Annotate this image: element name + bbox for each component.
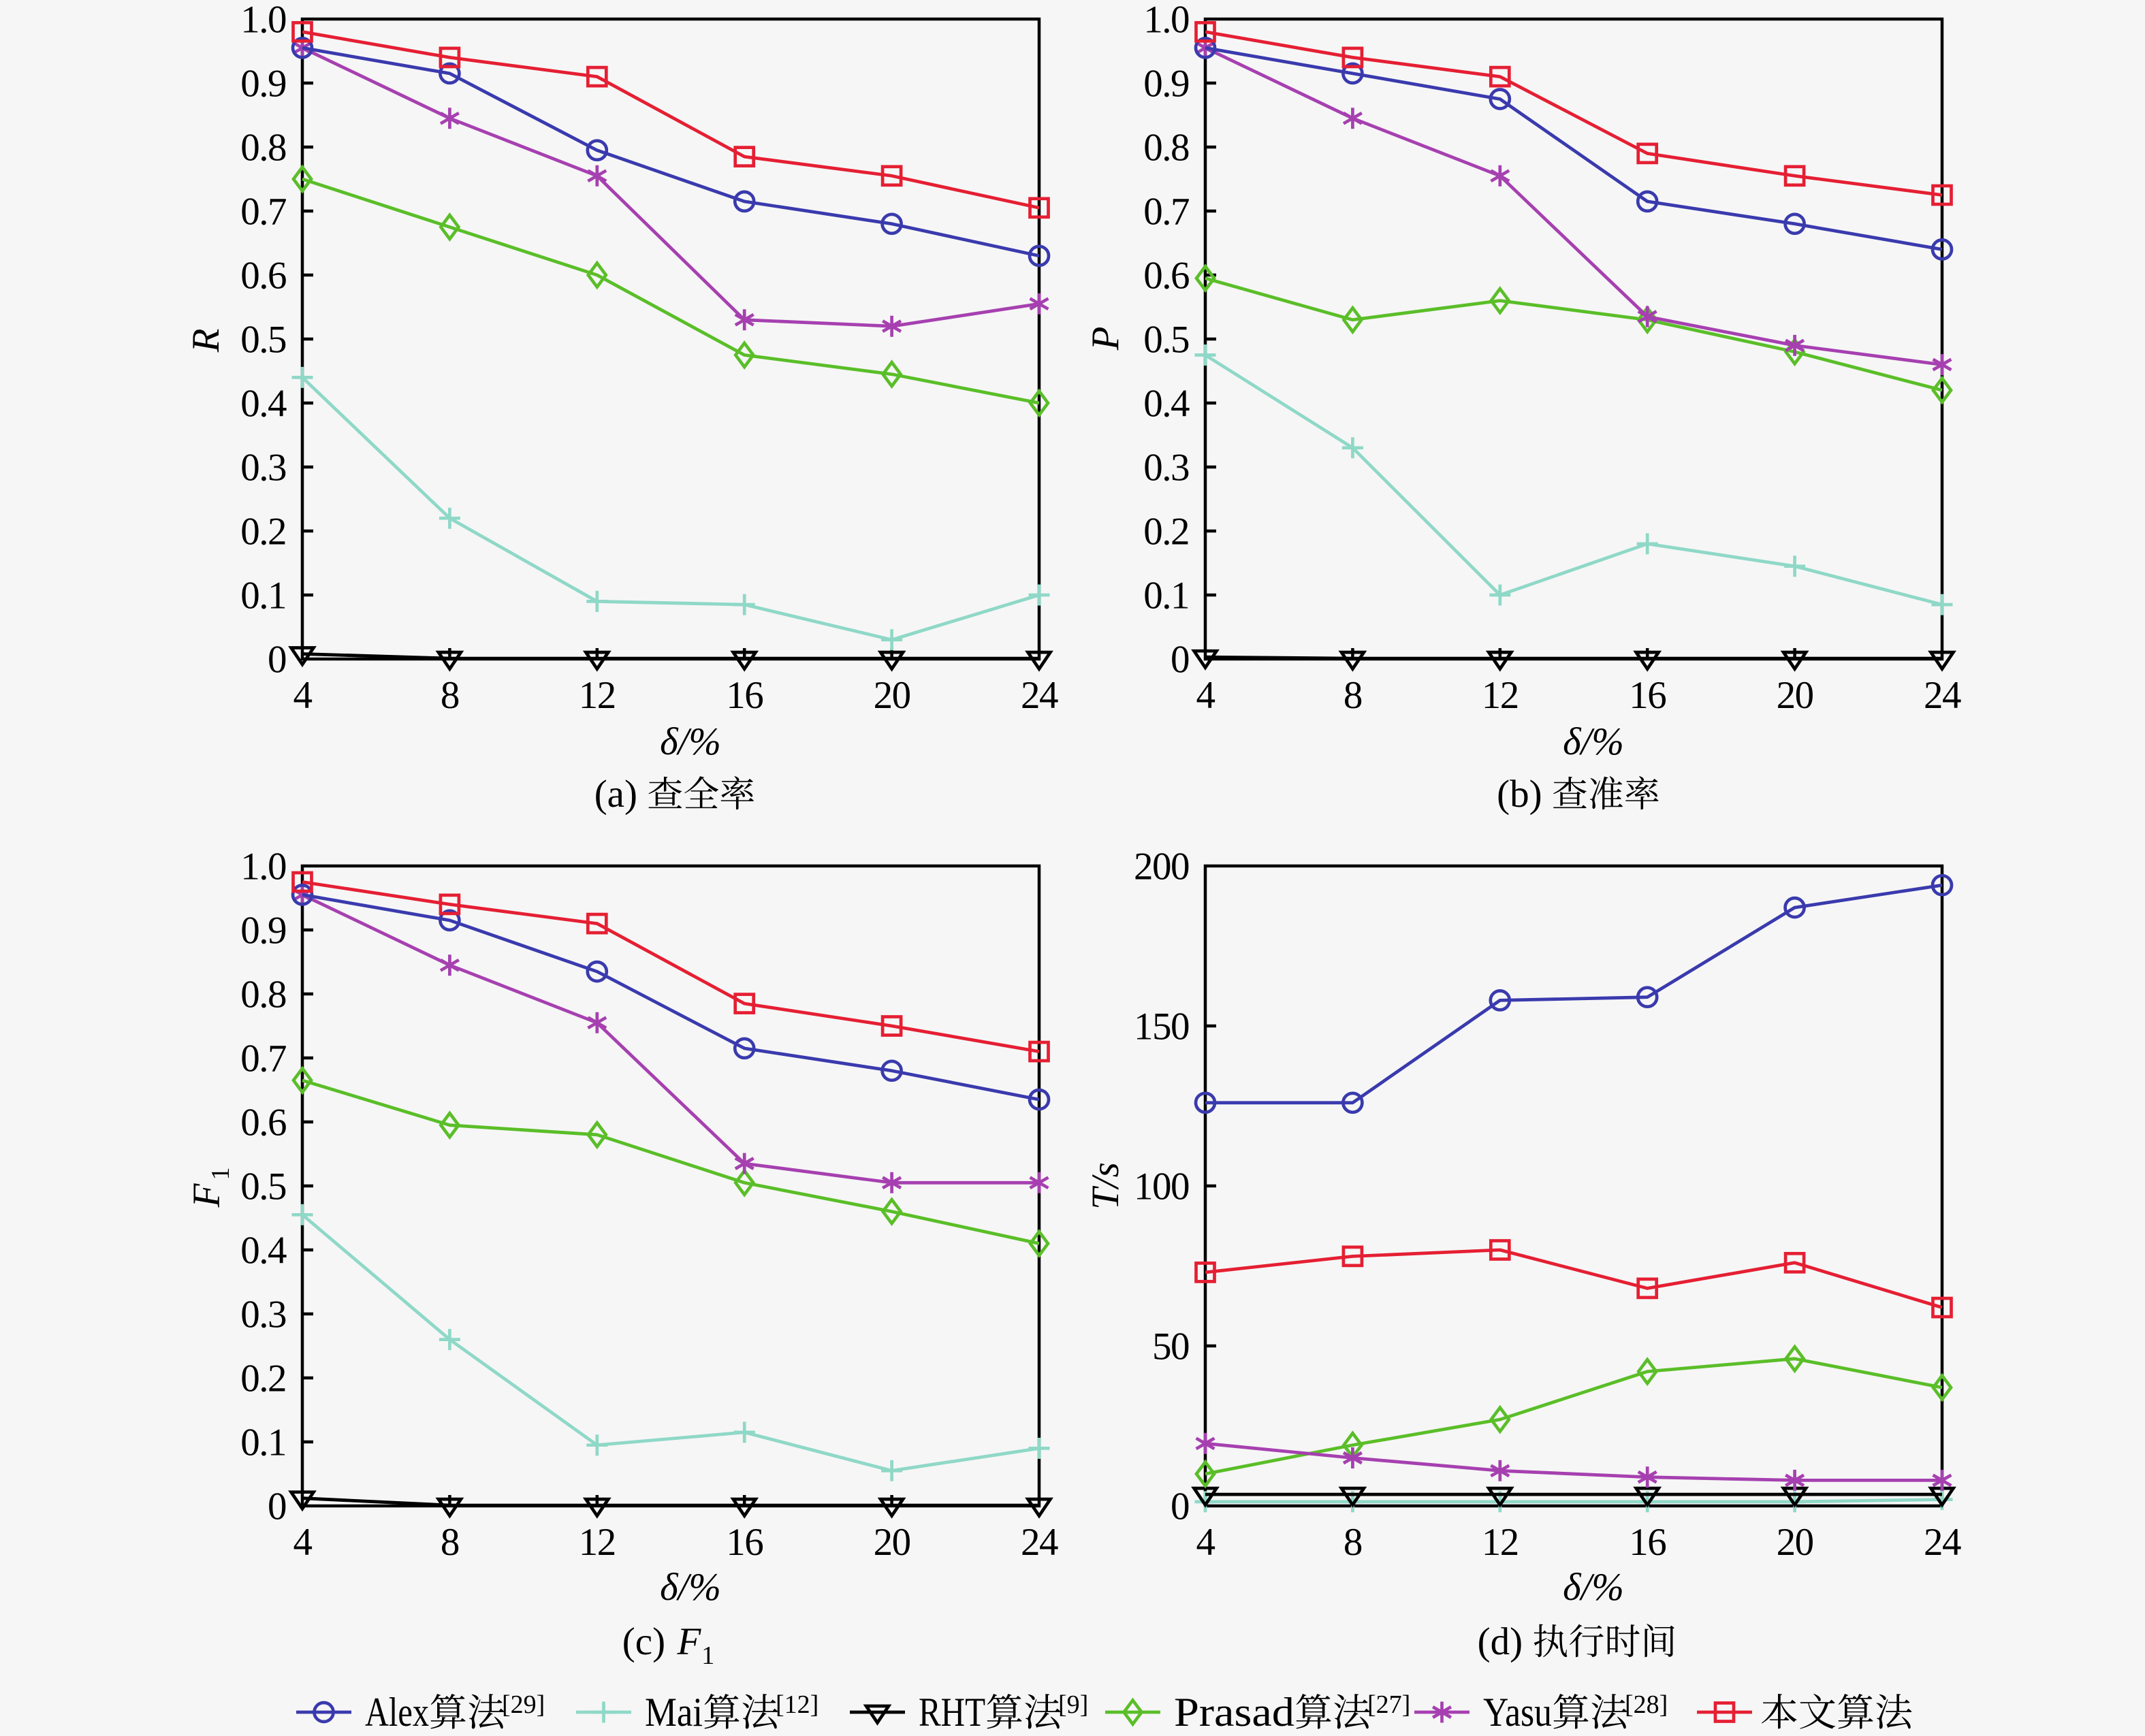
svg-text:0.6: 0.6 xyxy=(240,1102,286,1144)
svg-text:1.0: 1.0 xyxy=(240,846,286,888)
svg-text:0.5: 0.5 xyxy=(1143,319,1189,361)
svg-text:12: 12 xyxy=(579,1521,616,1564)
svg-text:24: 24 xyxy=(1021,674,1058,717)
svg-text:(c): (c) xyxy=(622,1620,665,1663)
svg-text:0.5: 0.5 xyxy=(240,1166,286,1208)
svg-text:0: 0 xyxy=(268,1485,286,1528)
svg-text:Yasu: Yasu xyxy=(1483,1690,1552,1735)
svg-text:0.9: 0.9 xyxy=(1143,63,1189,106)
svg-text:R: R xyxy=(185,329,227,353)
svg-text:16: 16 xyxy=(726,1521,763,1564)
svg-text:F: F xyxy=(185,1183,228,1208)
svg-text:0.8: 0.8 xyxy=(240,974,286,1016)
svg-text:12: 12 xyxy=(579,674,616,717)
svg-text:0.9: 0.9 xyxy=(240,910,286,952)
svg-text:δ/%: δ/% xyxy=(660,720,721,763)
svg-text:1: 1 xyxy=(206,1168,235,1180)
svg-text:Alex: Alex xyxy=(365,1690,429,1735)
svg-text:20: 20 xyxy=(874,674,910,717)
svg-text:4: 4 xyxy=(1196,674,1216,717)
svg-text:0.3: 0.3 xyxy=(240,1293,286,1336)
svg-text:20: 20 xyxy=(1777,674,1813,717)
svg-text:12: 12 xyxy=(1482,1521,1519,1564)
svg-text:T/s: T/s xyxy=(1084,1162,1127,1210)
svg-text:0.4: 0.4 xyxy=(240,1229,287,1272)
svg-text:0.6: 0.6 xyxy=(1143,255,1189,298)
svg-text:24: 24 xyxy=(1924,674,1961,717)
svg-text:8: 8 xyxy=(1344,674,1362,717)
svg-text:0.4: 0.4 xyxy=(240,383,287,425)
svg-text:50: 50 xyxy=(1152,1325,1189,1368)
svg-text:δ/%: δ/% xyxy=(1563,720,1624,763)
svg-text:1.0: 1.0 xyxy=(1143,0,1189,42)
svg-text:8: 8 xyxy=(441,674,459,717)
svg-text:0.2: 0.2 xyxy=(1143,511,1189,553)
svg-text:[29]: [29] xyxy=(502,1690,545,1719)
svg-text:0.1: 0.1 xyxy=(1143,575,1189,617)
svg-text:[12]: [12] xyxy=(776,1690,819,1719)
svg-text:0.3: 0.3 xyxy=(1143,447,1189,489)
svg-text:200: 200 xyxy=(1134,846,1189,888)
svg-text:0: 0 xyxy=(1171,639,1189,681)
svg-text:0.7: 0.7 xyxy=(1143,191,1189,234)
svg-text:0.7: 0.7 xyxy=(240,1038,286,1080)
svg-text:(b): (b) xyxy=(1497,773,1542,816)
svg-text:[9]: [9] xyxy=(1058,1690,1088,1719)
svg-text:(d): (d) xyxy=(1478,1620,1523,1663)
svg-text:RHT: RHT xyxy=(919,1690,985,1735)
svg-text:0.5: 0.5 xyxy=(240,319,286,361)
svg-text:20: 20 xyxy=(874,1521,910,1564)
svg-text:P: P xyxy=(1084,327,1127,351)
svg-text:8: 8 xyxy=(441,1521,459,1564)
svg-text:1.0: 1.0 xyxy=(240,0,286,42)
svg-text:4: 4 xyxy=(293,1521,313,1564)
svg-text:0.8: 0.8 xyxy=(1143,127,1189,170)
svg-text:16: 16 xyxy=(726,674,763,717)
svg-text:16: 16 xyxy=(1629,1521,1666,1564)
svg-text:(a): (a) xyxy=(594,773,637,816)
svg-text:150: 150 xyxy=(1134,1006,1189,1048)
svg-text:0.6: 0.6 xyxy=(240,255,286,298)
svg-text:0.4: 0.4 xyxy=(1143,383,1190,425)
svg-text:δ/%: δ/% xyxy=(1563,1566,1624,1609)
svg-text:24: 24 xyxy=(1924,1521,1961,1564)
svg-text:20: 20 xyxy=(1777,1521,1813,1564)
svg-text:0.9: 0.9 xyxy=(240,63,286,106)
svg-text:[27]: [27] xyxy=(1367,1690,1410,1719)
svg-text:8: 8 xyxy=(1344,1521,1362,1564)
svg-text:0.2: 0.2 xyxy=(240,511,286,553)
svg-text:Mai: Mai xyxy=(645,1690,703,1735)
svg-text:12: 12 xyxy=(1482,674,1519,717)
svg-text:δ/%: δ/% xyxy=(660,1566,721,1609)
svg-text:[28]: [28] xyxy=(1625,1690,1668,1719)
svg-text:0.1: 0.1 xyxy=(240,575,286,617)
svg-text:0.2: 0.2 xyxy=(240,1357,286,1400)
svg-text:0.1: 0.1 xyxy=(240,1421,286,1464)
svg-text:0.3: 0.3 xyxy=(240,447,286,489)
svg-text:0.7: 0.7 xyxy=(240,191,286,234)
svg-text:0.8: 0.8 xyxy=(240,127,286,170)
svg-text:100: 100 xyxy=(1134,1166,1189,1208)
svg-text:F: F xyxy=(677,1620,702,1663)
svg-text:1: 1 xyxy=(701,1641,714,1670)
svg-text:4: 4 xyxy=(1196,1521,1216,1564)
svg-text:0: 0 xyxy=(268,639,286,681)
svg-text:Prasad: Prasad xyxy=(1174,1690,1294,1735)
svg-text:0: 0 xyxy=(1171,1485,1189,1528)
svg-text:4: 4 xyxy=(293,674,313,717)
svg-text:24: 24 xyxy=(1021,1521,1058,1564)
svg-text:16: 16 xyxy=(1629,674,1666,717)
